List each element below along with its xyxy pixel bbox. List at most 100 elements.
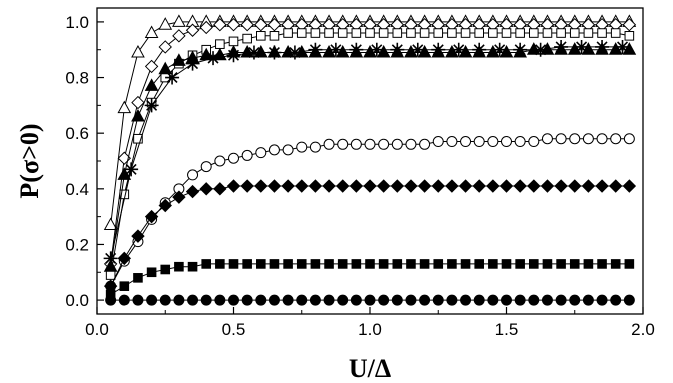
data-point-filled-square — [133, 273, 143, 283]
data-point-filled-circle — [555, 294, 567, 306]
data-point-open-circle — [582, 133, 594, 145]
data-point-filled-circle — [132, 294, 144, 306]
data-point-filled-square — [406, 259, 416, 269]
data-point-filled-square — [256, 259, 266, 269]
data-point-open-square — [569, 28, 580, 38]
data-point-asterisk — [492, 42, 507, 57]
data-point-filled-diamond — [226, 179, 241, 193]
data-point-filled-square — [542, 259, 553, 269]
x-tick-label: 0.0 — [85, 320, 109, 339]
data-point-open-circle — [214, 155, 226, 167]
data-point-filled-triangle — [117, 167, 132, 180]
data-point-filled-diamond — [267, 179, 282, 193]
data-point-filled-diamond — [281, 179, 295, 193]
data-point-open-square — [447, 28, 457, 38]
data-point-filled-diamond — [540, 179, 555, 193]
data-point-open-square — [283, 28, 293, 38]
data-point-filled-triangle — [526, 42, 541, 55]
data-point-filled-circle — [569, 294, 581, 306]
data-point-filled-square — [474, 259, 484, 269]
data-point-filled-square — [392, 259, 403, 269]
data-point-open-triangle — [117, 100, 132, 114]
data-point-filled-diamond — [581, 179, 596, 193]
data-point-filled-circle — [105, 294, 117, 306]
data-point-open-square — [406, 28, 416, 38]
data-point-filled-diamond — [199, 182, 213, 196]
data-point-filled-circle — [214, 294, 226, 306]
data-point-filled-circle — [159, 294, 171, 306]
data-point-filled-square — [501, 259, 512, 269]
data-point-open-square — [392, 28, 403, 38]
data-point-open-circle — [623, 133, 635, 145]
data-point-open-diamond — [158, 40, 172, 54]
data-point-filled-circle — [582, 294, 594, 306]
data-point-asterisk — [185, 56, 200, 71]
data-point-filled-square — [174, 261, 184, 272]
data-point-open-diamond — [240, 17, 254, 32]
data-point-filled-triangle — [404, 44, 418, 58]
data-point-open-triangle — [158, 17, 173, 30]
data-point-open-square — [242, 33, 252, 44]
data-point-filled-triangle — [417, 44, 432, 58]
data-point-filled-circle — [364, 294, 376, 306]
data-point-open-diamond — [267, 17, 282, 32]
data-point-filled-diamond — [445, 179, 459, 193]
data-point-open-square — [337, 28, 348, 38]
data-point-filled-diamond — [417, 179, 432, 193]
data-point-open-square — [542, 28, 553, 38]
data-point-filled-circle — [268, 294, 280, 306]
data-point-open-circle — [596, 133, 608, 145]
data-point-open-square — [365, 28, 375, 38]
data-point-filled-circle — [228, 294, 239, 306]
data-point-open-circle — [501, 136, 512, 148]
y-tick-label: 0.2 — [65, 235, 89, 254]
data-point-filled-circle — [282, 294, 294, 306]
data-point-filled-triangle — [335, 44, 350, 58]
x-tick-label: 2.0 — [631, 320, 655, 339]
data-point-open-square — [269, 31, 280, 41]
data-point-filled-circle — [337, 294, 349, 306]
data-point-filled-diamond — [622, 179, 637, 193]
data-point-open-square — [474, 28, 484, 38]
data-point-filled-diamond — [131, 229, 145, 243]
data-point-open-diamond — [144, 59, 159, 74]
data-point-open-circle — [228, 152, 239, 164]
data-point-open-circle — [296, 141, 308, 153]
data-point-filled-square — [337, 259, 348, 269]
data-point-open-square — [515, 28, 525, 38]
data-point-open-circle — [337, 138, 349, 150]
data-point-filled-triangle — [131, 108, 145, 122]
data-point-filled-square — [228, 259, 239, 269]
data-point-asterisk — [328, 42, 343, 57]
data-point-filled-diamond — [158, 198, 172, 213]
data-point-filled-circle — [118, 294, 130, 306]
data-point-filled-diamond — [213, 182, 227, 196]
data-point-filled-diamond — [295, 179, 309, 193]
data-point-filled-diamond — [254, 179, 268, 193]
data-point-filled-triangle — [540, 42, 555, 55]
data-point-filled-triangle — [513, 44, 527, 58]
data-point-open-circle — [350, 138, 362, 150]
data-point-filled-circle — [623, 294, 635, 306]
data-point-open-square — [529, 28, 539, 38]
data-point-filled-diamond — [363, 179, 377, 193]
data-point-open-circle — [405, 138, 417, 150]
data-point-open-square — [324, 28, 334, 38]
data-point-filled-square — [242, 259, 252, 269]
data-point-filled-square — [351, 259, 362, 269]
data-point-filled-triangle — [608, 42, 623, 55]
y-tick-label: 0.0 — [65, 291, 89, 310]
series-asterisk — [103, 39, 630, 266]
data-point-open-circle — [241, 149, 253, 161]
series-filled-diamond — [103, 179, 637, 293]
data-point-open-triangle — [144, 25, 159, 39]
data-point-open-circle — [391, 138, 403, 150]
data-point-filled-circle — [446, 294, 458, 306]
data-point-open-circle — [378, 138, 390, 150]
data-point-filled-circle — [350, 294, 362, 306]
data-point-filled-triangle — [445, 44, 459, 58]
data-point-open-circle — [460, 136, 472, 148]
data-point-filled-circle — [309, 294, 321, 306]
data-point-filled-diamond — [335, 179, 350, 193]
data-point-filled-diamond — [595, 179, 609, 193]
